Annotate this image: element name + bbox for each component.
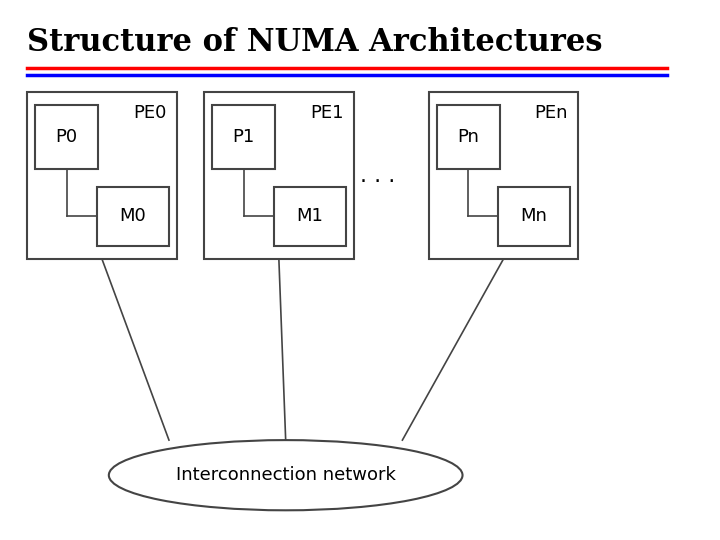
FancyBboxPatch shape bbox=[436, 105, 500, 169]
FancyBboxPatch shape bbox=[212, 105, 275, 169]
FancyBboxPatch shape bbox=[204, 92, 354, 259]
Text: Interconnection network: Interconnection network bbox=[176, 466, 395, 484]
FancyBboxPatch shape bbox=[27, 92, 177, 259]
FancyBboxPatch shape bbox=[35, 105, 98, 169]
Text: M1: M1 bbox=[296, 207, 323, 225]
Text: PEn: PEn bbox=[534, 104, 568, 122]
FancyBboxPatch shape bbox=[97, 187, 168, 246]
Text: Structure of NUMA Architectures: Structure of NUMA Architectures bbox=[27, 27, 603, 58]
Text: Mn: Mn bbox=[521, 207, 547, 225]
Text: P1: P1 bbox=[233, 128, 255, 146]
Text: PE0: PE0 bbox=[133, 104, 166, 122]
Text: M0: M0 bbox=[120, 207, 146, 225]
Text: Pn: Pn bbox=[457, 128, 479, 146]
Ellipse shape bbox=[109, 440, 462, 510]
FancyBboxPatch shape bbox=[498, 187, 570, 246]
FancyBboxPatch shape bbox=[274, 187, 346, 246]
Text: PE1: PE1 bbox=[310, 104, 343, 122]
Text: . . .: . . . bbox=[360, 165, 395, 186]
Text: P0: P0 bbox=[55, 128, 78, 146]
FancyBboxPatch shape bbox=[428, 92, 578, 259]
